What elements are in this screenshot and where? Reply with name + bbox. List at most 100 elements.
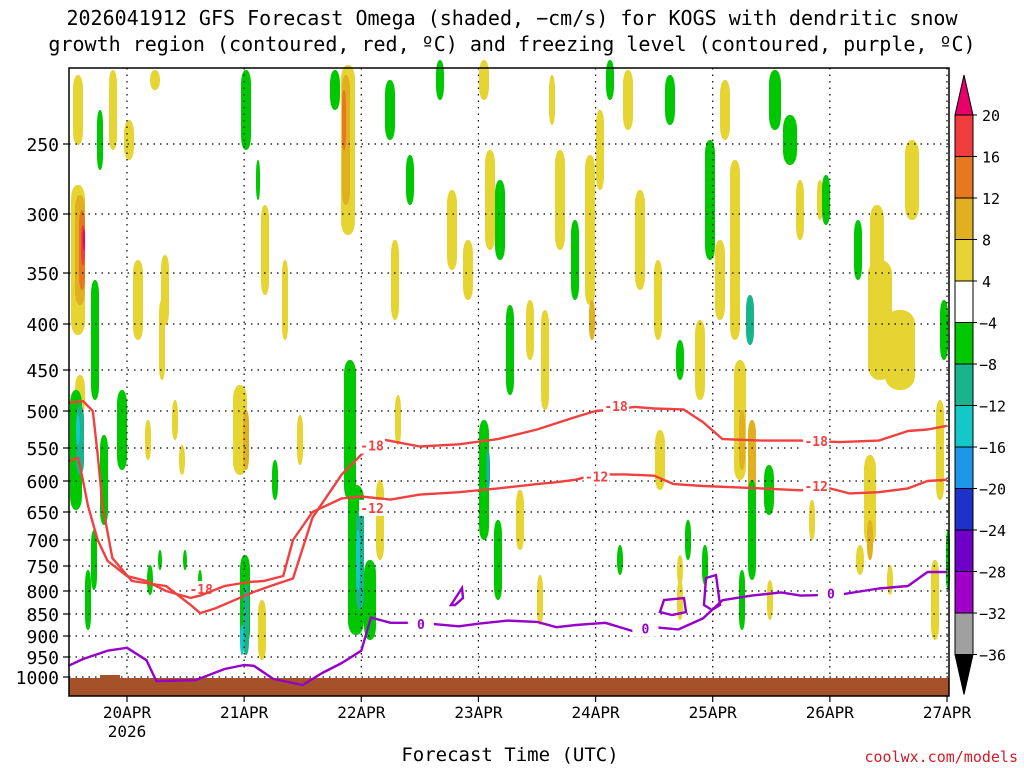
y-tick-label-400: 400 xyxy=(26,315,59,336)
colorbar-band-4 xyxy=(954,239,974,282)
omega-cell-37 xyxy=(256,160,260,200)
omega-cell-31 xyxy=(243,410,249,470)
y-tick-label-850: 850 xyxy=(26,605,59,626)
y-tick-label-350: 350 xyxy=(26,264,59,285)
contour-label-bg xyxy=(817,585,844,602)
contour-line--12 xyxy=(68,456,948,600)
contour-label-bg xyxy=(803,478,830,495)
x-tick-sublabel-year: 2026 xyxy=(108,722,147,741)
omega-cell-19 xyxy=(145,420,151,460)
x-axis-label: Forecast Time (UTC) xyxy=(401,744,619,766)
omega-cell-52 xyxy=(395,395,401,445)
omega-cell-15 xyxy=(109,70,117,150)
omega-cell-83 xyxy=(705,140,715,260)
x-tick-label-21APR: 21APR xyxy=(220,703,269,722)
colorbar-label-4: 4 xyxy=(982,273,991,291)
x-tick-label-25APR: 25APR xyxy=(689,703,738,722)
contour-label-bg xyxy=(632,620,659,637)
y-tick-label-500: 500 xyxy=(26,402,59,423)
colorbar-label-12: 12 xyxy=(982,190,1000,208)
omega-cell-17 xyxy=(124,120,134,160)
colorbar-label--20: −20 xyxy=(979,481,1006,499)
omega-cell-50 xyxy=(364,560,376,640)
omega-cell-98 xyxy=(822,175,830,225)
surface-terrain xyxy=(69,678,949,696)
y-tick-label-550: 550 xyxy=(26,439,59,460)
omega-cell-118 xyxy=(677,580,683,620)
omega-cell-71 xyxy=(571,220,579,300)
omega-cell-69 xyxy=(516,490,524,550)
omega-cell-78 xyxy=(654,260,662,340)
omega-cell-44 xyxy=(330,70,340,110)
colorbar-label--24: −24 xyxy=(979,522,1006,540)
colorbar-band-9 xyxy=(954,446,974,489)
y-tick-label-300: 300 xyxy=(26,205,59,226)
contour-label-0-2: 0 xyxy=(827,588,835,603)
contour-label-bg xyxy=(803,433,830,450)
colorbar-band-12 xyxy=(954,571,974,614)
omega-cell-107 xyxy=(887,565,893,595)
omega-cell-84 xyxy=(720,80,730,140)
omega-cell-103 xyxy=(905,140,919,220)
y-tick-label-800: 800 xyxy=(26,582,59,603)
colorbar-label-8: 8 xyxy=(982,232,991,250)
contour-label--18-0: -18 xyxy=(189,583,213,598)
contour-label--12-2: -12 xyxy=(804,480,827,495)
colorbar: 20 16 12 8 4 −4 −8 −12 −16 −20 −24 −28 −32 −36 xyxy=(954,74,1006,695)
omega-cell-82 xyxy=(695,320,705,400)
omega-cell-18 xyxy=(133,260,143,340)
omega-cell-64 xyxy=(506,305,514,395)
contour-label--12-1: -12 xyxy=(585,471,608,486)
contour-label-bg xyxy=(603,397,630,414)
omega-cell-23 xyxy=(172,400,178,440)
omega-cell-113 xyxy=(767,580,773,620)
omega-cell-53 xyxy=(406,155,414,205)
omega-cell-72 xyxy=(585,155,595,305)
omega-cell-115 xyxy=(617,545,623,575)
omega-cell-97 xyxy=(817,180,823,220)
y-tick-label-250: 250 xyxy=(26,135,59,156)
contour-label--18-2: -18 xyxy=(604,400,628,415)
contour-line--18 xyxy=(68,400,948,615)
omega-cell-80 xyxy=(655,430,665,490)
colorbar-label-16: 16 xyxy=(982,149,1000,167)
omega-cell-62 xyxy=(486,450,490,490)
omega-cell-79 xyxy=(665,75,675,125)
omega-cell-60 xyxy=(495,180,505,260)
y-tick-label-600: 600 xyxy=(26,472,59,493)
omega-cell-16 xyxy=(117,390,127,470)
omega-cell-109 xyxy=(940,300,948,360)
freezing-loop-1 xyxy=(448,584,465,607)
omega-cell-77 xyxy=(635,190,645,290)
freezing-loop-3 xyxy=(658,596,688,617)
site-credit[interactable]: coolwx.com/models xyxy=(864,748,1018,766)
omega-cell-106 xyxy=(856,545,864,575)
x-tick-label-27APR: 27APR xyxy=(923,703,972,722)
omega-cell-75 xyxy=(606,60,614,100)
omega-cell-57 xyxy=(463,240,473,300)
colorbar-label--16: −16 xyxy=(979,439,1006,457)
omega-cell-45 xyxy=(385,80,395,140)
omega-cell-70 xyxy=(537,575,543,625)
omega-cell-59 xyxy=(485,150,495,250)
omega-cell-67 xyxy=(549,75,555,125)
colorbar-band-2 xyxy=(954,156,974,199)
omega-cell-54 xyxy=(391,240,399,320)
omega-cell-34 xyxy=(240,625,244,655)
omega-cell-104 xyxy=(864,455,876,545)
omega-cell-49 xyxy=(356,530,360,590)
omega-cell-25 xyxy=(147,565,153,595)
colorbar-band-8 xyxy=(954,405,974,448)
gridlines xyxy=(69,68,949,696)
colorbar-band-10 xyxy=(954,488,974,531)
omega-cell-92 xyxy=(739,570,745,630)
omega-cell-117 xyxy=(685,520,691,560)
omega-cell-90 xyxy=(746,295,754,345)
y-tick-label-900: 900 xyxy=(26,627,59,648)
omega-cell-95 xyxy=(783,115,797,165)
omega-cell-94 xyxy=(769,70,781,130)
contour-label-0-1: 0 xyxy=(641,622,649,637)
